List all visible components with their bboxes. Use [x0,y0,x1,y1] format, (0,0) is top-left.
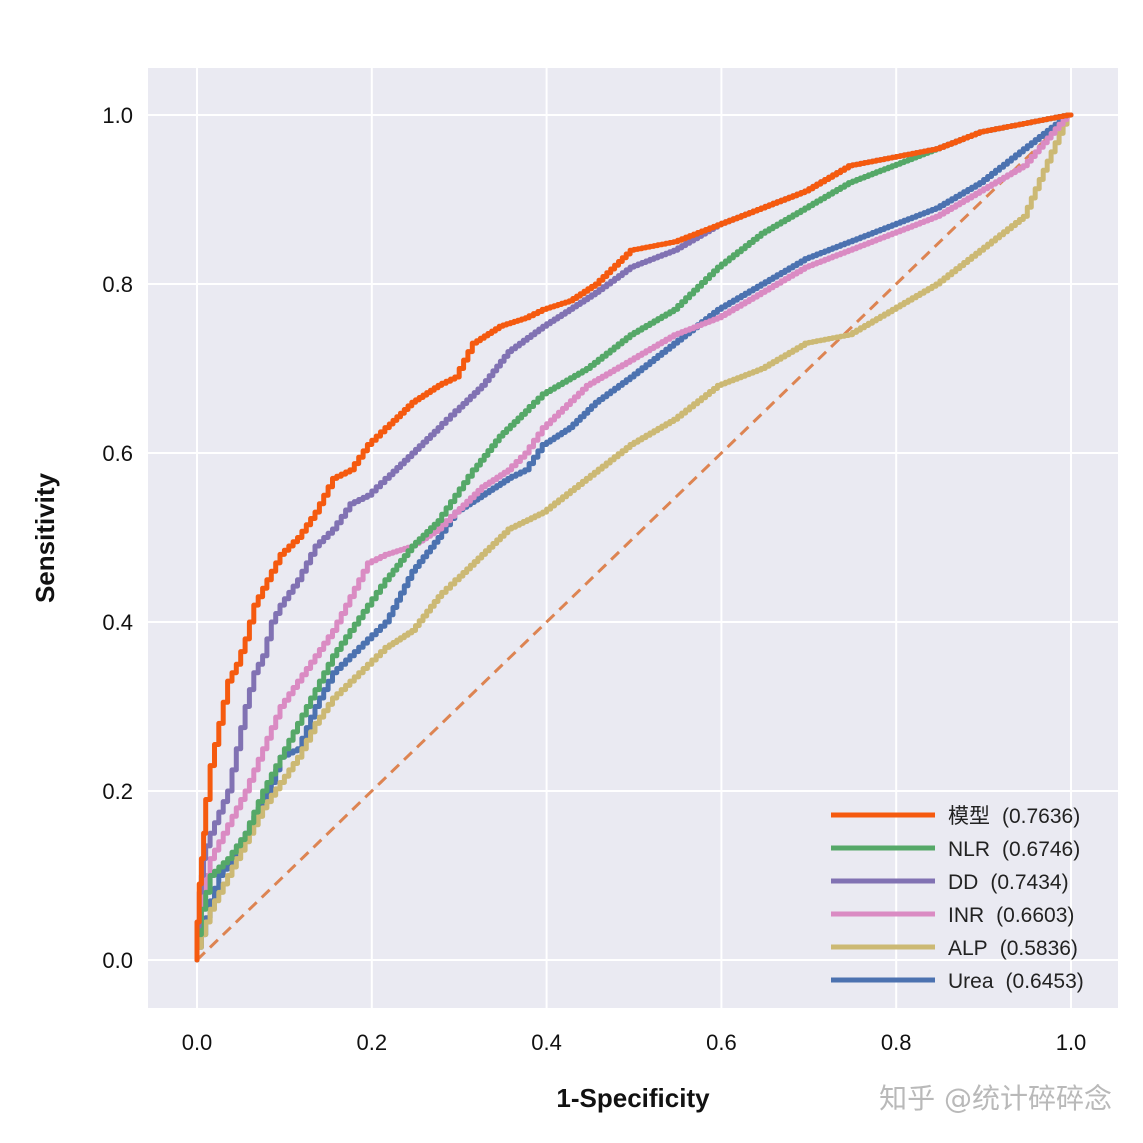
legend-auc: (0.6746) [1002,838,1080,861]
x-tick-label: 0.0 [182,1030,213,1055]
roc-curve-Urea [194,112,1074,963]
legend-label: 模型 (0.7636) [948,805,1080,828]
legend-label: NLR (0.6746) [948,838,1080,861]
x-tick-label: 0.2 [357,1030,388,1055]
legend-label: DD (0.7434) [948,871,1069,894]
y-tick-label: 0.0 [102,948,133,973]
grid [148,68,1118,1008]
legend-series-name: 模型 [948,805,990,828]
legend-auc: (0.5836) [1000,937,1078,960]
roc-curve-ALP [194,112,1074,963]
x-tick-label: 1.0 [1056,1030,1087,1055]
x-axis-title: 1-Specificity [556,1083,710,1113]
y-tick-label: 0.4 [102,610,133,635]
legend: 模型 (0.7636) NLR (0.6746) DD (0.7434) INR (0.660… [831,805,1084,993]
x-tick-label: 0.6 [706,1030,737,1055]
legend-auc: (0.7434) [990,871,1068,894]
roc-curve-INR [194,112,1074,963]
y-tick-label: 0.2 [102,779,133,804]
x-axis-ticks: 0.0 0.2 0.4 0.6 0.8 1.0 [182,1030,1087,1055]
reference-line [195,113,1073,962]
y-tick-label: 1.0 [102,103,133,128]
legend-series-name: NLR [948,838,990,861]
legend-auc: (0.7636) [1002,805,1080,828]
series-lines [194,112,1074,963]
x-tick-label: 0.8 [881,1030,912,1055]
watermark: 知乎 @统计碎碎念 [879,1082,1112,1115]
legend-series-name: DD [948,871,978,894]
legend-label: Urea (0.6453) [948,970,1084,993]
legend-label: INR (0.6603) [948,904,1074,927]
roc-curve-模型 [194,112,1074,963]
legend-auc: (0.6453) [1006,970,1084,993]
legend-series-name: ALP [948,937,988,960]
plot-background [148,68,1118,1008]
y-axis-ticks: 0.0 0.2 0.4 0.6 0.8 1.0 [102,103,133,973]
y-axis-title: Sensitivity [30,472,60,603]
x-tick-label: 0.4 [531,1030,562,1055]
legend-series-name: Urea [948,970,994,993]
y-tick-label: 0.6 [102,441,133,466]
legend-label: ALP (0.5836) [948,937,1078,960]
chance-line [195,113,1073,962]
legend-series-name: INR [948,904,984,927]
y-tick-label: 0.8 [102,272,133,297]
legend-auc: (0.6603) [996,904,1074,927]
